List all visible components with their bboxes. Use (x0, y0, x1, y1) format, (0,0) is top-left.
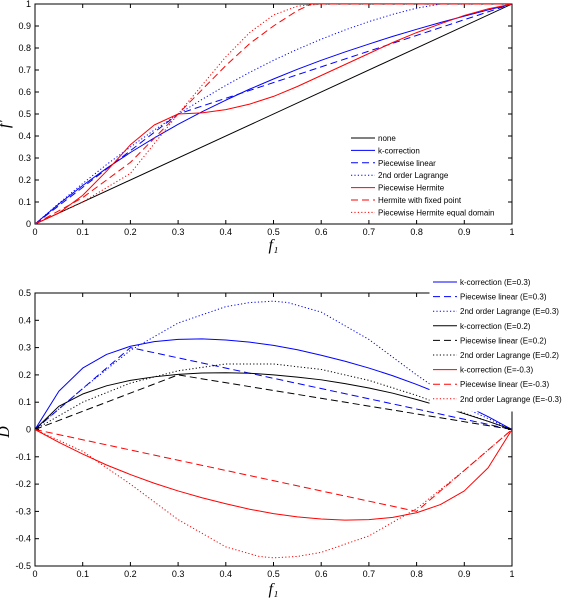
series-line-8 (35, 429, 512, 559)
series-line-3 (35, 4, 512, 224)
x-tick-label: 0.4 (220, 569, 233, 579)
legend-box (429, 274, 566, 412)
y-tick-label: 0 (26, 425, 31, 435)
y-tick-label: 0.2 (18, 175, 31, 185)
y-tick-label: -0.4 (15, 534, 31, 544)
legend-entry: k-correction (E=0.3) (460, 278, 531, 287)
x-tick-label: 0.9 (458, 227, 471, 237)
y-tick-label: 0.4 (18, 131, 31, 141)
y-tick-label: -0.5 (15, 561, 31, 571)
x-tick-label: 0.6 (315, 227, 328, 237)
legend-entry: 2nd order Lagrange (E=-0.3) (460, 395, 562, 404)
legend-entry: Piecewise Hermite equal domain (378, 208, 495, 217)
x-tick-label: 0.2 (124, 569, 137, 579)
x-tick-label: 0 (32, 227, 37, 237)
x-tick-label: 0.7 (363, 569, 376, 579)
series-line-4 (35, 4, 512, 224)
x-tick-label: 0.6 (315, 569, 328, 579)
legend-entry: Piecewise linear (E=0.3) (460, 293, 547, 302)
y-tick-label: -0.2 (15, 479, 31, 489)
series-line-7 (35, 429, 512, 512)
x-tick-label: 0.8 (410, 569, 423, 579)
x-tick-label: 0 (32, 569, 37, 579)
series-line-1 (35, 347, 512, 430)
y-tick-label: 0.9 (18, 21, 31, 31)
y-tick-label: -0.1 (15, 452, 31, 462)
legend-entry: 2nd order Lagrange (E=0.3) (460, 307, 559, 316)
y-tick-label: 0.4 (18, 315, 31, 325)
x-tick-label: 0.1 (76, 227, 89, 237)
x-tick-label: 0.3 (172, 227, 185, 237)
y-tick-label: 0.2 (18, 370, 31, 380)
x-tick-label: 0.1 (76, 569, 89, 579)
y-tick-label: 0.1 (18, 397, 31, 407)
legend-entry: 2nd order Lagrange (E=0.2) (460, 351, 559, 360)
legend: none k-correction Piecewise linear 2nd orde… (347, 130, 508, 220)
legend-entry: Hermite with fixed point (378, 196, 462, 205)
y-tick-label: 0.1 (18, 197, 31, 207)
x-tick-label: 1 (509, 227, 514, 237)
legend-entry: Piecewise Hermite (378, 184, 445, 193)
legend-entry: Piecewise linear (378, 159, 436, 168)
chart-bottom-D: 0 0.1 0.2 0.3 0.4 0.5 0.6 0.7 0.8 0.9 1 -0.5 -0.4 -0.… (0, 274, 566, 598)
legend-entry: none (378, 134, 396, 143)
legend-box (347, 130, 508, 220)
legend-entry: k-correction (E=0.2) (460, 322, 531, 331)
y-tick-label: 0.8 (18, 43, 31, 53)
x-tick-label: 0.5 (267, 227, 280, 237)
series-line-4 (35, 374, 512, 430)
chart-top-fprime: 0 0.1 0.2 0.3 0.4 0.5 0.6 0.7 0.8 0.9 1 0 0.1 0.2 0.3 0… (0, 0, 515, 254)
x-tick-label: 0.7 (363, 227, 376, 237)
legend-entry: Piecewise linear (E=-0.3) (460, 380, 549, 389)
y-axis-label: D (0, 426, 13, 439)
legend: k-correction (E=0.3) Piecewise linear (E=… (429, 274, 566, 412)
x-tick-label: 0.9 (458, 569, 471, 579)
legend-entry: k-correction (E=-0.3) (460, 366, 533, 375)
legend-entry: Piecewise linear (E=0.2) (460, 336, 547, 345)
series-line-0 (35, 4, 512, 224)
y-tick-label: 0.3 (18, 153, 31, 163)
y-tick-label: 0 (26, 219, 31, 229)
legend-entry: k-correction (378, 146, 420, 155)
x-axis-label: f₁ (268, 237, 278, 254)
x-tick-label: 0.4 (220, 227, 233, 237)
series-line-5 (35, 4, 512, 224)
x-tick-label: 0.5 (267, 569, 280, 579)
y-tick-label: 1 (26, 0, 31, 9)
series-line-6 (35, 429, 512, 521)
legend-entry: 2nd order Lagrange (378, 171, 449, 180)
x-tick-label: 1 (509, 569, 514, 579)
y-tick-label: 0.5 (18, 109, 31, 119)
y-tick-label: 0.3 (18, 343, 31, 353)
y-axis-label: f′ (0, 120, 13, 128)
x-tick-label: 0.3 (172, 569, 185, 579)
y-tick-label: -0.3 (15, 506, 31, 516)
y-tick-label: 0.7 (18, 65, 31, 75)
x-tick-label: 0.8 (410, 227, 423, 237)
x-tick-label: 0.2 (124, 227, 137, 237)
y-tick-label: 0.5 (18, 288, 31, 298)
x-axis-label: f₁ (268, 581, 278, 598)
y-tick-label: 0.6 (18, 87, 31, 97)
series-group (35, 4, 512, 224)
